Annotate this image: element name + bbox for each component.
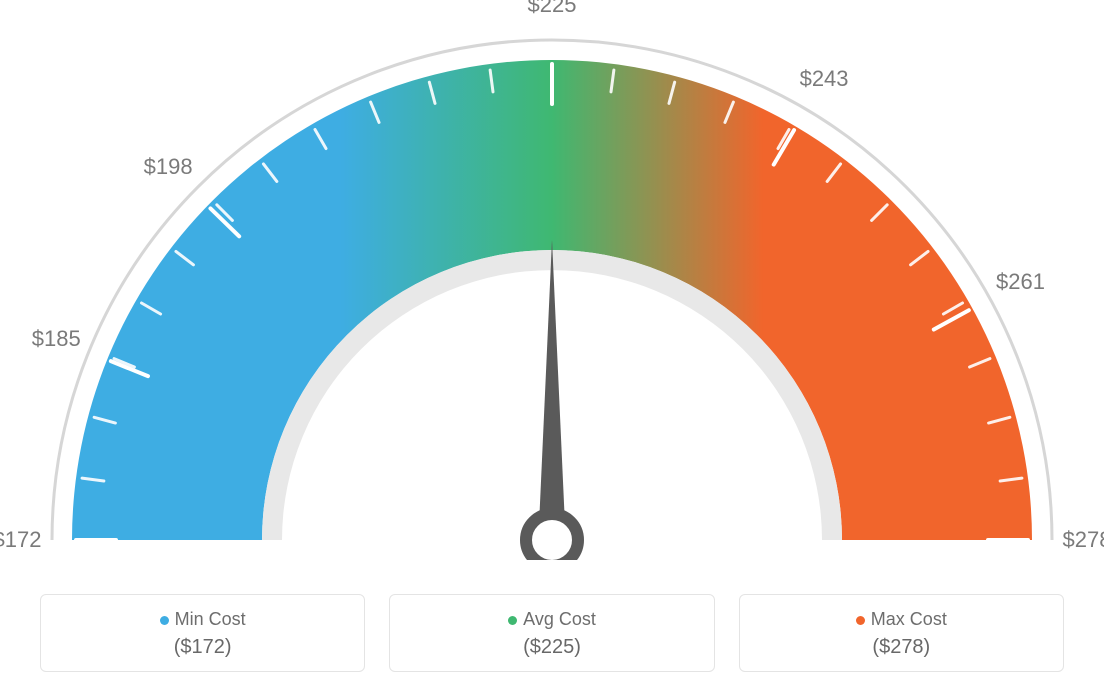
gauge-tick-label: $185 bbox=[32, 326, 81, 352]
gauge-tick-label: $225 bbox=[528, 0, 577, 18]
legend-card-max: Max Cost ($278) bbox=[739, 594, 1064, 672]
legend-value-min: ($172) bbox=[51, 636, 354, 659]
legend-dot-avg bbox=[508, 616, 517, 625]
legend-value-max: ($278) bbox=[750, 636, 1053, 659]
legend-title-max: Max Cost bbox=[750, 609, 1053, 630]
legend-label-min: Min Cost bbox=[175, 609, 246, 629]
gauge-area: $172 $185 $198 $225 $243 $261 $278 bbox=[0, 0, 1104, 560]
gauge-tick-label: $243 bbox=[800, 66, 849, 92]
gauge-chart-container: $172 $185 $198 $225 $243 $261 $278 Min Cost ($… bbox=[0, 0, 1104, 690]
gauge-tick-label: $172 bbox=[0, 527, 41, 553]
legend-label-avg: Avg Cost bbox=[523, 609, 596, 629]
legend-dot-max bbox=[856, 616, 865, 625]
legend-title-avg: Avg Cost bbox=[400, 609, 703, 630]
legend-value-avg: ($225) bbox=[400, 636, 703, 659]
legend-title-min: Min Cost bbox=[51, 609, 354, 630]
legend-card-min: Min Cost ($172) bbox=[40, 594, 365, 672]
gauge-tick-label: $261 bbox=[996, 269, 1045, 295]
gauge-tick-label: $198 bbox=[144, 154, 193, 180]
legend-card-avg: Avg Cost ($225) bbox=[389, 594, 714, 672]
legend-row: Min Cost ($172) Avg Cost ($225) Max Cost… bbox=[40, 594, 1064, 672]
gauge-tick-label: $278 bbox=[1063, 527, 1104, 553]
legend-dot-min bbox=[160, 616, 169, 625]
gauge-svg bbox=[0, 0, 1104, 560]
legend-label-max: Max Cost bbox=[871, 609, 947, 629]
